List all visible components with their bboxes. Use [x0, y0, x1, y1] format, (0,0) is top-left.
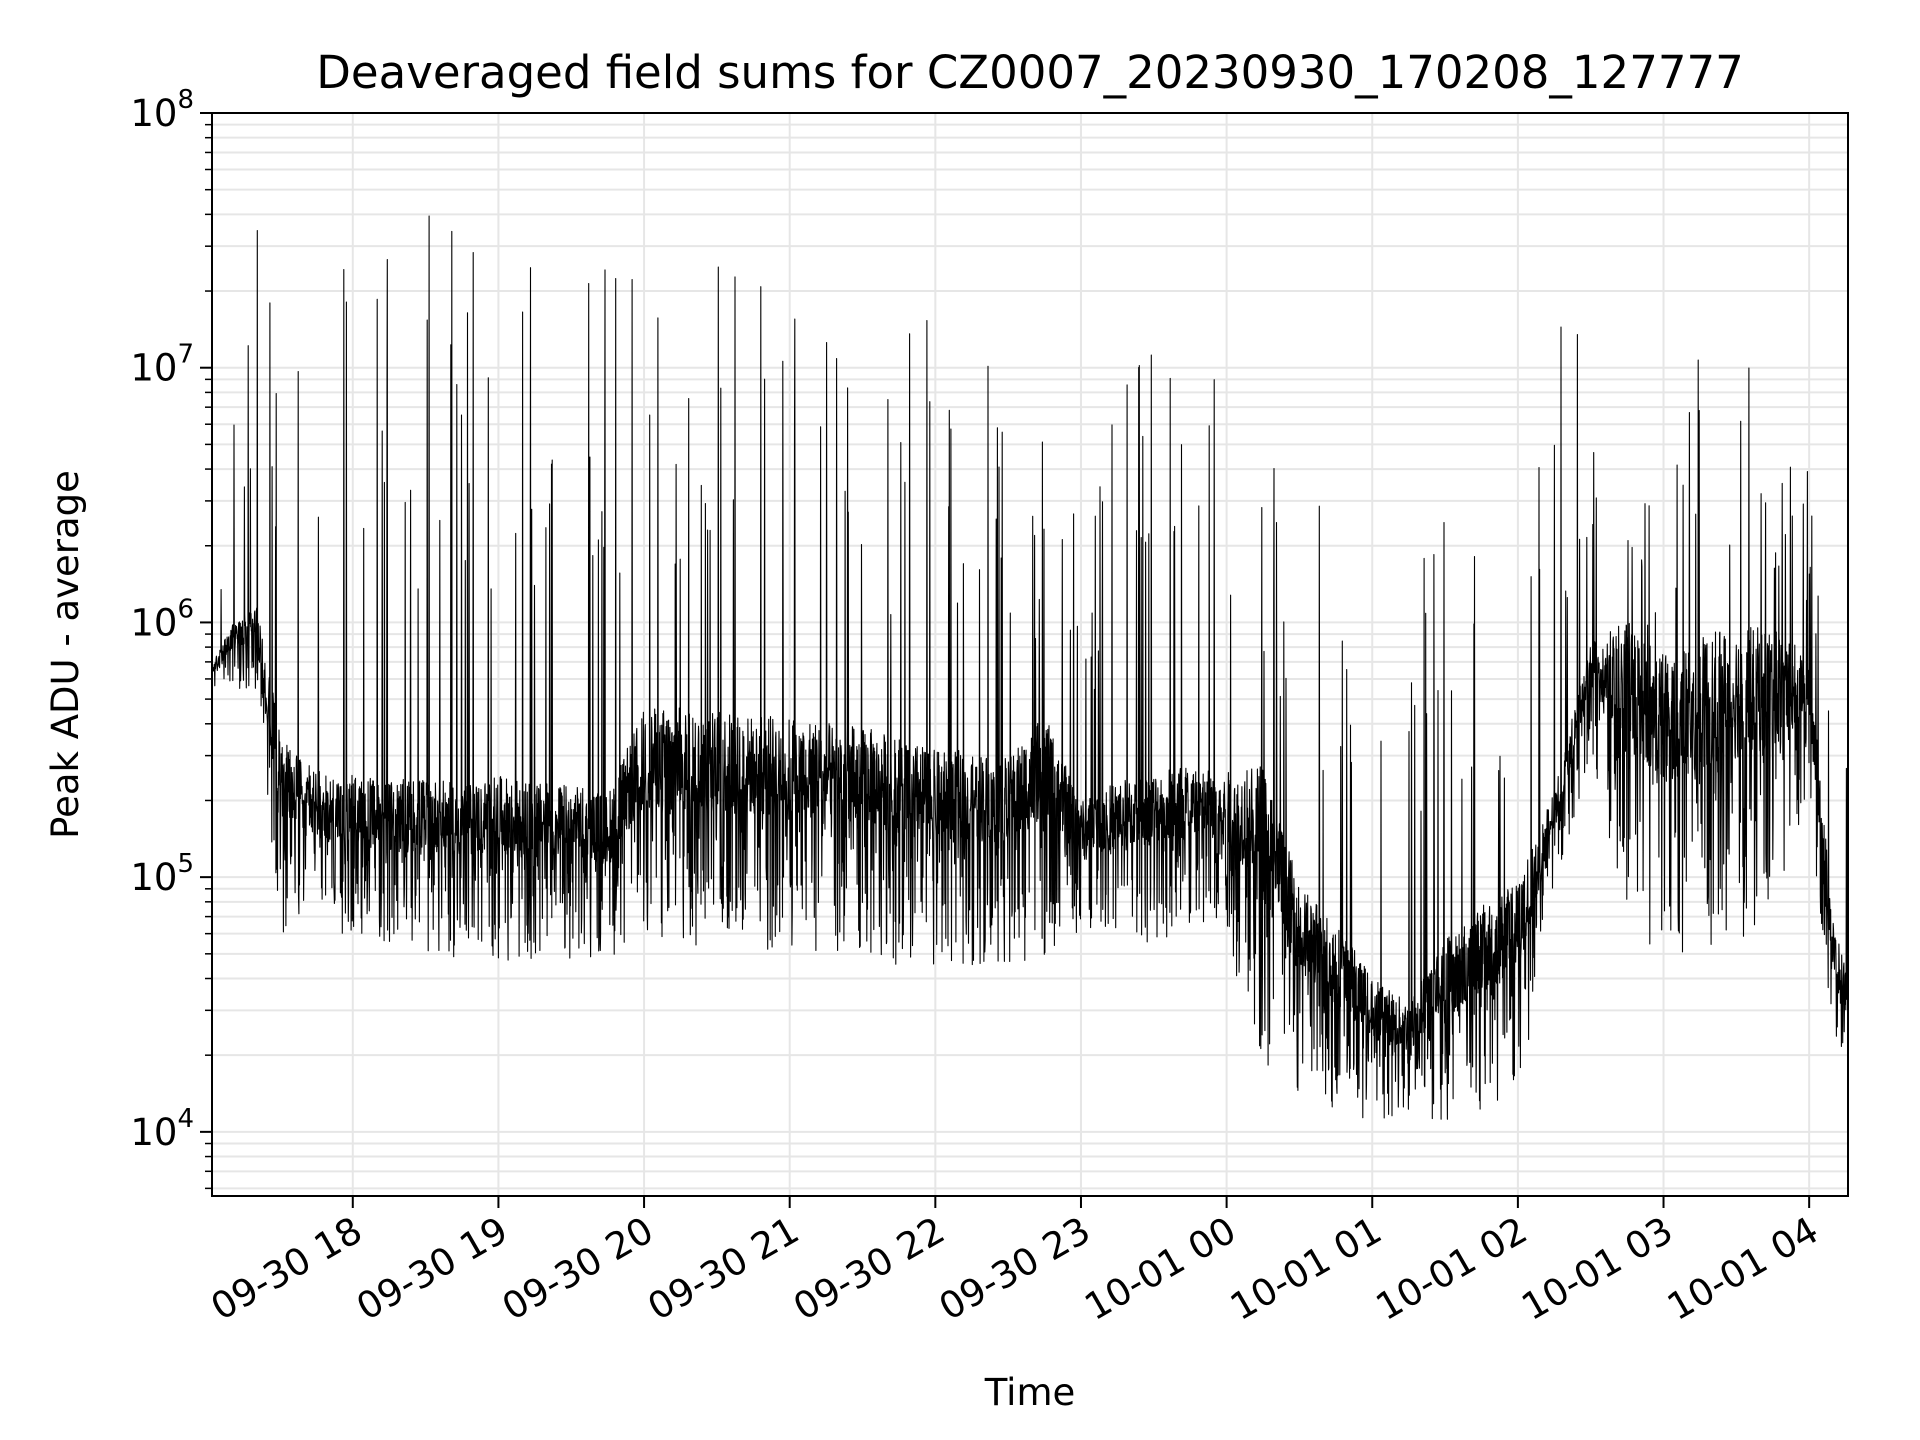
y-tick-exponent: 7 — [177, 340, 194, 370]
major-grid — [212, 112, 1848, 1196]
y-tick-base: 10 — [130, 347, 177, 390]
y-tick-label: 107 — [130, 340, 194, 390]
y-tick-label: 104 — [130, 1104, 194, 1154]
y-tick-exponent: 6 — [177, 594, 194, 624]
y-tick-label: 105 — [130, 849, 194, 899]
y-tick-base: 10 — [130, 856, 177, 899]
y-axis-label: Peak ADU - average — [44, 470, 87, 839]
y-tick-exponent: 8 — [177, 85, 194, 115]
minor-grid — [212, 123, 1848, 1190]
x-axis-label: Time — [984, 1371, 1076, 1414]
series-line — [211, 215, 1849, 1120]
y-tick-exponent: 5 — [177, 849, 194, 879]
y-tick-label: 108 — [130, 85, 194, 135]
plot-frame — [211, 112, 1849, 1197]
y-tick-exponent: 4 — [177, 1104, 194, 1134]
series-layer — [211, 215, 1849, 1120]
y-tick-label: 106 — [130, 594, 194, 644]
chart-title: Deaveraged field sums for CZ0007_2023093… — [316, 46, 1743, 99]
y-tick-base: 10 — [130, 92, 177, 135]
y-tick-base: 10 — [130, 601, 177, 644]
y-tick-base: 10 — [130, 1111, 177, 1154]
